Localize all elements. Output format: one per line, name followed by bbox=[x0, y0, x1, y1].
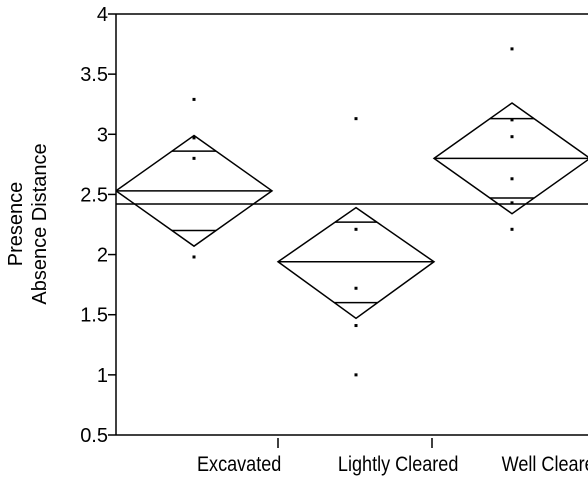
data-point bbox=[510, 201, 514, 205]
data-point bbox=[510, 227, 514, 231]
data-point bbox=[354, 117, 358, 121]
data-point bbox=[354, 286, 358, 290]
data-point bbox=[510, 118, 514, 122]
data-point bbox=[192, 156, 196, 160]
y-tick-label: 4 bbox=[97, 4, 108, 26]
data-point bbox=[354, 373, 358, 377]
data-point bbox=[192, 97, 196, 101]
y-tick-label: 2.5 bbox=[80, 184, 108, 206]
y-axis-title-line-1: Presence bbox=[5, 182, 27, 267]
y-tick-label: 3 bbox=[97, 124, 108, 146]
data-point bbox=[192, 136, 196, 140]
y-tick-label: 2 bbox=[97, 245, 108, 267]
data-point bbox=[510, 135, 514, 139]
means-diamond bbox=[432, 102, 588, 215]
x-category-label: Excavated bbox=[197, 453, 281, 477]
y-tick-label: 1 bbox=[97, 365, 108, 387]
y-tick-label: 3.5 bbox=[80, 64, 108, 86]
means-diamond bbox=[276, 206, 436, 320]
data-point bbox=[510, 47, 514, 51]
x-category-label: Lightly Cleared bbox=[338, 453, 458, 477]
y-axis-title-line-2: Absence Distance bbox=[29, 143, 51, 304]
data-point bbox=[510, 177, 514, 181]
means-diamond bbox=[116, 134, 274, 248]
x-category-label: Well Cleared bbox=[502, 453, 588, 477]
y-tick-label: 1.5 bbox=[80, 305, 108, 327]
y-tick-label: 0.5 bbox=[80, 425, 108, 447]
data-point bbox=[192, 255, 196, 259]
data-point bbox=[354, 324, 358, 328]
data-point bbox=[354, 227, 358, 231]
